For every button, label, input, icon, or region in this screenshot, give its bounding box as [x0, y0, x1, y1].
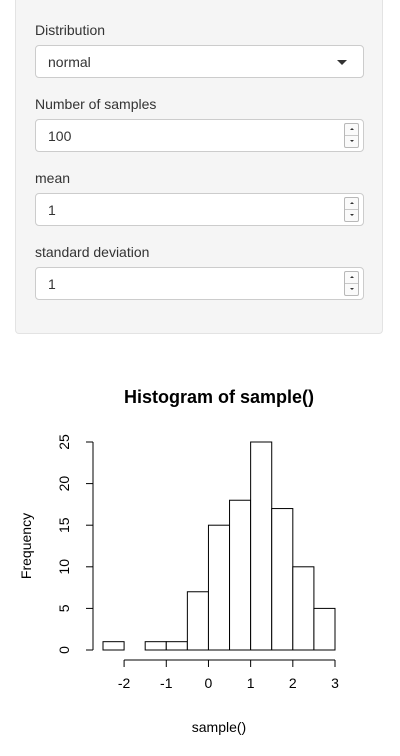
x-axis-label: sample() — [192, 719, 246, 735]
stepper-down-icon[interactable] — [345, 210, 358, 221]
histogram-bar — [250, 441, 273, 651]
stepper-up-icon[interactable] — [345, 124, 358, 136]
distribution-label: Distribution — [35, 22, 106, 38]
samples-input[interactable]: 100 — [35, 119, 364, 152]
y-tick-label: 15 — [56, 517, 72, 533]
histogram-bar — [271, 508, 294, 651]
histogram-bar — [292, 566, 315, 651]
histogram-bar — [165, 641, 188, 651]
histogram-chart: Histogram of sample() sample() Frequency… — [18, 387, 339, 735]
stepper-up-icon[interactable] — [345, 272, 358, 284]
x-tick-label: 3 — [331, 675, 339, 691]
histogram-bar — [144, 641, 167, 651]
stepper-down-icon[interactable] — [345, 136, 358, 147]
y-tick-label: 25 — [56, 434, 72, 450]
samples-stepper[interactable] — [344, 123, 359, 148]
chart-title: Histogram of sample() — [124, 387, 314, 407]
x-tick-label: 1 — [247, 675, 255, 691]
histogram-bar — [102, 641, 125, 651]
y-tick-label: 0 — [56, 646, 72, 654]
y-tick-label: 20 — [56, 476, 72, 492]
distribution-select[interactable]: normal — [35, 45, 364, 78]
histogram-bar — [313, 607, 336, 651]
samples-value: 100 — [48, 128, 72, 144]
samples-label: Number of samples — [35, 96, 157, 112]
x-tick-label: -2 — [118, 675, 131, 691]
histogram-bar — [229, 499, 252, 651]
sd-value: 1 — [48, 276, 56, 292]
y-tick-label: 5 — [56, 604, 72, 612]
mean-input[interactable]: 1 — [35, 193, 364, 226]
sd-stepper[interactable] — [344, 271, 359, 296]
mean-label: mean — [35, 170, 71, 186]
mean-value: 1 — [48, 202, 56, 218]
stepper-up-icon[interactable] — [345, 198, 358, 210]
chevron-down-icon — [337, 60, 347, 65]
distribution-value: normal — [48, 54, 91, 70]
y-axis-label: Frequency — [18, 513, 34, 579]
sd-input[interactable]: 1 — [35, 267, 364, 300]
histogram-bar — [186, 591, 209, 651]
x-tick-label: 0 — [205, 675, 213, 691]
y-tick-label: 10 — [56, 559, 72, 575]
mean-stepper[interactable] — [344, 197, 359, 222]
histogram-bar — [207, 524, 231, 651]
x-tick-label: 2 — [289, 675, 297, 691]
sd-label: standard deviation — [35, 244, 150, 260]
stepper-down-icon[interactable] — [345, 284, 358, 295]
x-tick-label: -1 — [160, 675, 173, 691]
